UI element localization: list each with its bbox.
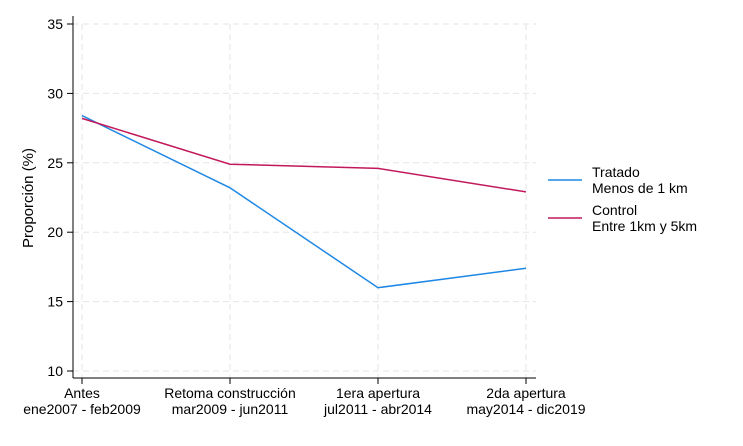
y-tick-label: 30 bbox=[47, 85, 63, 101]
x-tick-sublabel: mar2009 - jun2011 bbox=[172, 401, 289, 417]
x-tick-label: 2da apertura bbox=[486, 385, 566, 401]
legend-label: Control bbox=[592, 202, 637, 218]
series-line-control bbox=[81, 117, 527, 193]
x-tick-sublabel: jul2011 - abr2014 bbox=[323, 401, 432, 417]
y-tick-label: 10 bbox=[47, 363, 63, 379]
legend-sublabel: Menos de 1 km bbox=[592, 180, 688, 196]
grid-layer bbox=[73, 23, 536, 378]
series-line-tratado bbox=[81, 114, 527, 289]
y-axis-label: Proporción (%) bbox=[20, 148, 37, 248]
y-tick-label: 20 bbox=[47, 224, 63, 240]
y-tick-label: 25 bbox=[47, 155, 63, 171]
y-tick-label: 15 bbox=[47, 294, 63, 310]
legend-label: Tratado bbox=[592, 164, 640, 180]
x-tick-sublabel: ene2007 - feb2009 bbox=[23, 401, 141, 417]
x-tick-label: 1era apertura bbox=[336, 385, 420, 401]
x-tick-label: Antes bbox=[64, 385, 100, 401]
series-layer bbox=[81, 114, 527, 289]
x-tick-sublabel: may2014 - dic2019 bbox=[466, 401, 585, 417]
x-tick-label: Retoma construcción bbox=[164, 385, 296, 401]
legend-sublabel: Entre 1km y 5km bbox=[592, 218, 697, 234]
y-tick-label: 35 bbox=[47, 16, 63, 32]
